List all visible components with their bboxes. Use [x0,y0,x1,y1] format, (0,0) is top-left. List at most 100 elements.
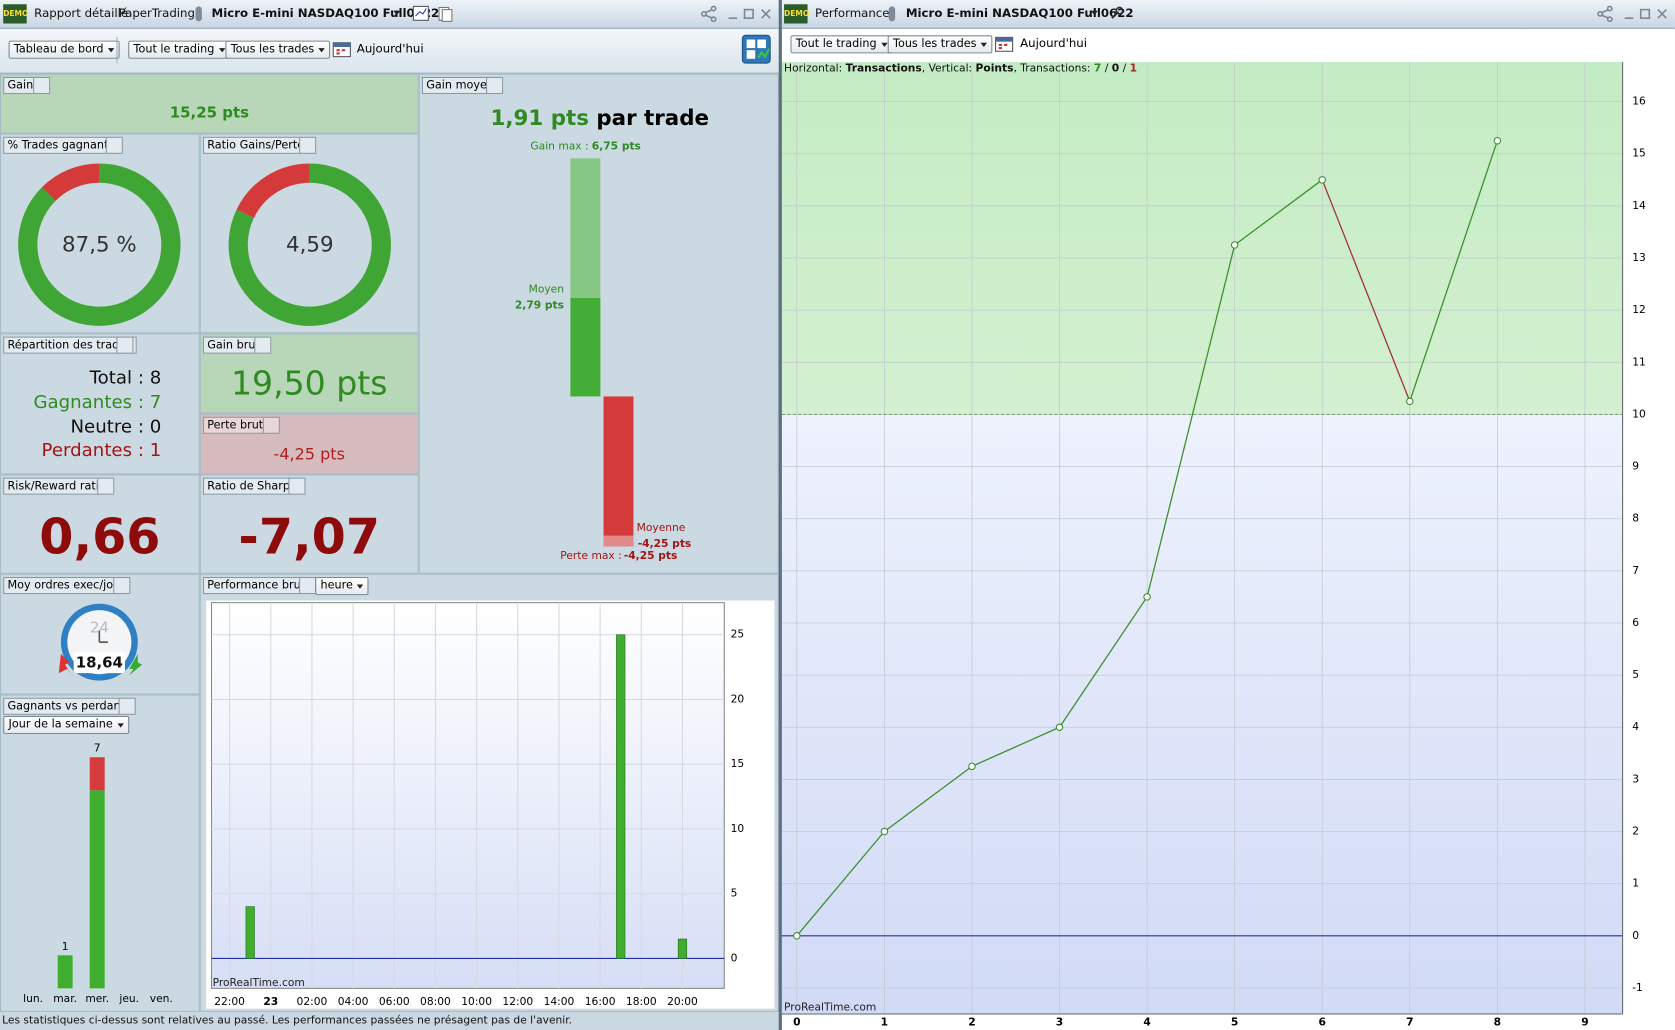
gain-panel: Gain 15,25 pts [0,73,419,134]
tab[interactable]: Performance [815,6,890,21]
win-arc [228,163,391,326]
settings-icon[interactable] [486,76,504,95]
headline-value: 1,91 pts [490,104,589,131]
y-tick-label: 16 [1632,95,1646,108]
settings-icon[interactable] [262,416,280,434]
x-tick-label: 4 [1143,1016,1150,1029]
gain-max-label: Gain max : [530,140,588,153]
line-segment [1409,140,1498,402]
point [968,762,976,771]
grouping-select[interactable]: Jour de la semaine [3,715,129,735]
total-label: 1 [62,940,69,953]
y-tick-label: 15 [731,757,745,770]
x-tick-label: 08:00 [420,995,451,1008]
toolbar: Tout le trading Tous les trades Aujourd'… [781,28,1675,64]
scope-select[interactable]: Tout le trading [128,40,231,59]
point [1406,397,1414,406]
gross-performance-chart: 22:00 23 02:00 04:00 06:00 08:00 10:00 12:00 14:… [206,600,775,1009]
y-tick-label: 12 [1632,303,1646,316]
trades-select[interactable]: Tous les trades [225,40,331,59]
gross-gain-panel: Gain brut 19,50 pts [199,333,419,414]
y-tick-label: 1 [1632,877,1639,890]
settings-icon[interactable] [299,136,317,154]
separator [116,37,118,64]
tab[interactable]: Rapport détaillé [34,6,129,21]
disclaimer: Les statistiques ci-dessus sont relative… [2,1015,573,1027]
period-label[interactable]: Aujourd'hui [356,41,424,56]
x-tick-label: 5 [1231,1016,1238,1029]
panel-title: % Trades gagnants [3,136,119,154]
x-tick-label: 8 [1494,1016,1501,1029]
line-segment [1234,179,1323,246]
y-tick-label: 0 [1632,929,1639,942]
x-tick-label: 06:00 [379,995,410,1008]
y-tick-label: 10 [1632,407,1646,420]
instrument-tab[interactable]: Micro E-mini NASDAQ100 Full0622 [905,6,1134,21]
watermark: ProRealTime.com [213,976,305,989]
window-controls[interactable] [700,5,777,23]
x-tick-label: 12:00 [502,995,533,1008]
line-segment [796,831,885,937]
panel-title: Moy ordres exec/jour [3,576,130,595]
x-tick-label: 16:00 [585,995,616,1008]
period-label[interactable]: Aujourd'hui [1020,36,1087,51]
dropdown-arrow[interactable] [393,10,402,17]
base-zone [781,414,1623,1015]
settings-icon[interactable] [105,136,123,154]
calendar-icon[interactable] [994,35,1014,52]
info-text: Horizontal: [784,63,846,75]
settings-icon[interactable] [1109,6,1124,21]
scope-select[interactable]: Tout le trading [790,35,893,54]
info-text: , Vertical: [921,63,976,75]
window-tools[interactable] [412,5,455,22]
x-tick-label: jeu. [118,992,139,1005]
splitter[interactable] [778,0,782,1030]
link-icon[interactable] [192,5,205,22]
gauge: 24 18,64 [58,603,143,681]
settings-icon[interactable] [33,76,51,95]
info-neutral: 0 [1111,63,1120,75]
y-tick-label: 3 [1632,772,1639,785]
ratio-panel: Ratio Gains/Pertes 4,59 [199,133,419,334]
point [793,932,801,940]
y-tick-label: 25 [731,628,745,641]
y-tick-label: 9 [1632,460,1639,473]
win-arc [18,163,181,326]
settings-icon[interactable] [288,477,306,495]
link-icon[interactable] [886,5,899,22]
settings-icon[interactable] [116,336,134,354]
losers-count: Perdantes : 1 [41,440,162,462]
window-controls[interactable] [1596,5,1673,23]
instrument-tab[interactable]: Micro E-mini NASDAQ100 Full0622 [211,6,440,21]
win-rate-panel: % Trades gagnants 87,5 % [0,133,200,334]
settings-icon[interactable] [113,576,131,595]
settings-icon[interactable] [254,336,272,354]
calendar-icon[interactable] [332,41,351,58]
x-tick-label: 20:00 [667,995,698,1008]
x-tick-label: 04:00 [338,995,369,1008]
point [1493,136,1502,145]
info-text: / [1101,63,1112,75]
donut-label: 4,59 [286,233,334,258]
average-gain-panel: Gain moyen 1,91 pts par trade Gain max :… [418,73,779,574]
risk-reward-value: 0,66 [39,507,161,566]
settings-icon[interactable] [97,477,115,495]
loss-arc [236,163,311,219]
line-segment [1321,179,1411,402]
info-text: , Transactions: [1013,63,1094,75]
x-tick-label: 3 [1056,1016,1063,1029]
dashboard-icon[interactable] [741,34,772,65]
trades-select[interactable]: Tous les trades [887,35,993,54]
settings-icon[interactable] [118,697,136,715]
view-select[interactable]: Tableau de bord [8,40,120,59]
mean-loss-bar [603,396,634,547]
winners-bar [57,955,73,989]
y-tick-label: 10 [731,822,745,835]
x-tick-label: 02:00 [297,995,328,1008]
tab[interactable]: PaperTrading [118,6,195,21]
x-tick-label: 23 [263,995,278,1008]
dropdown-arrow[interactable] [1090,10,1100,17]
panel-title: Gain brut [202,336,265,354]
y-tick-label: 11 [1632,355,1646,368]
interval-select[interactable]: heure [315,576,369,596]
